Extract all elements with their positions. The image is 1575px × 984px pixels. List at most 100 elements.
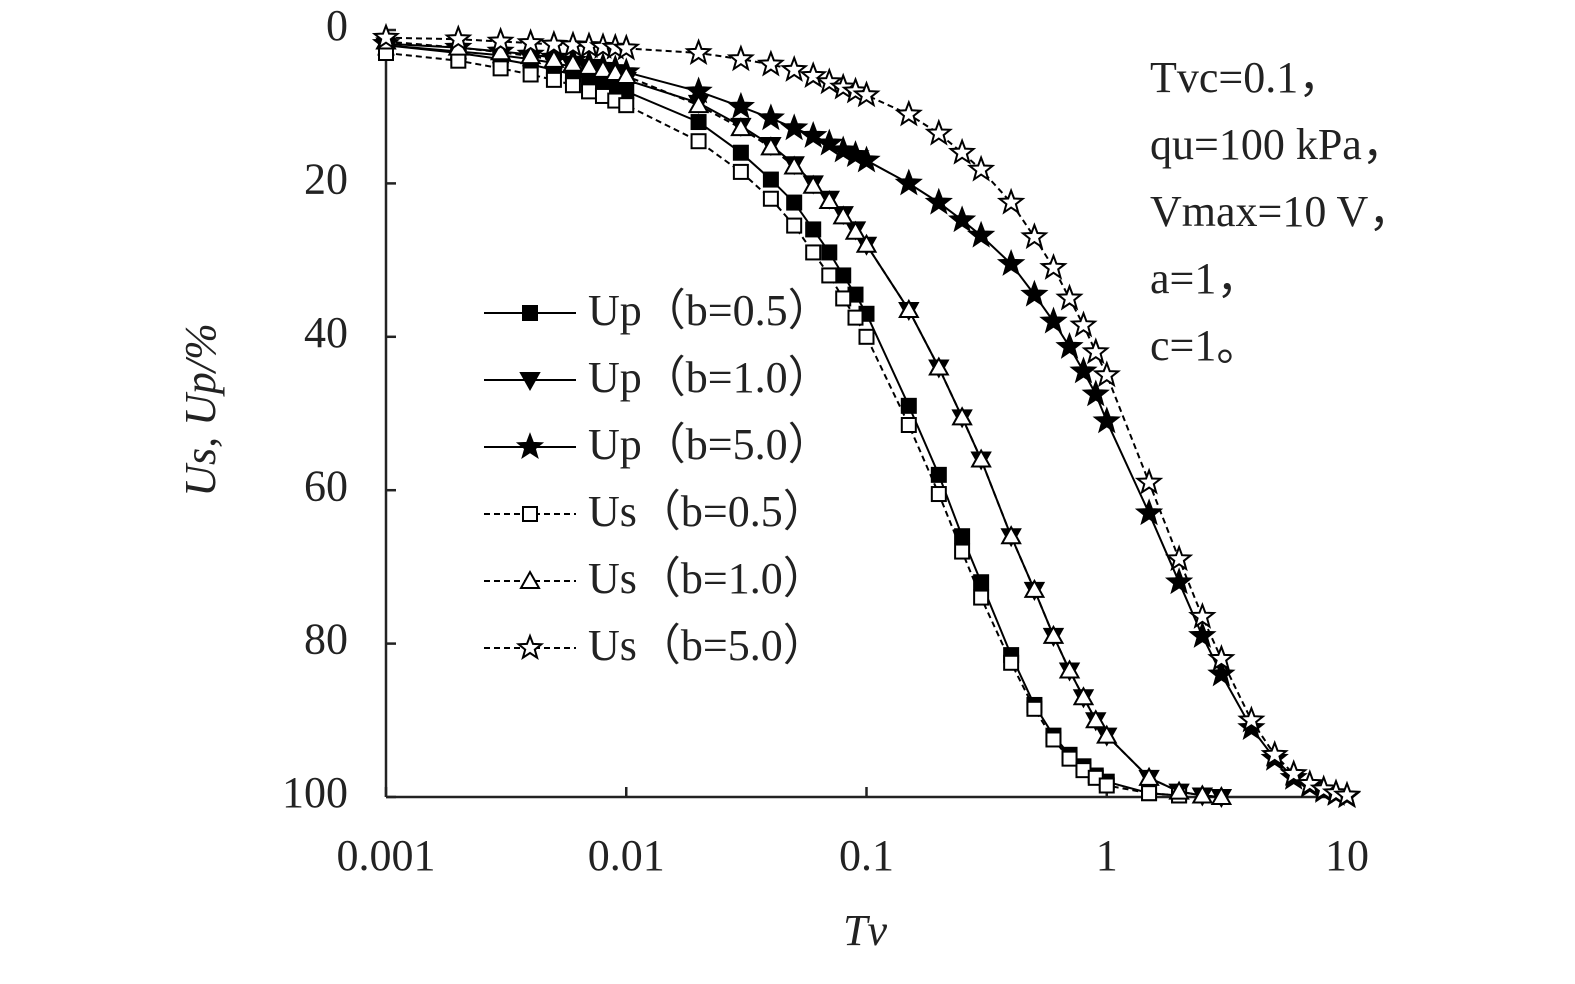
marker xyxy=(966,220,996,248)
marker xyxy=(818,190,840,210)
marker xyxy=(858,328,875,345)
marker xyxy=(1237,705,1266,733)
marker xyxy=(489,41,512,61)
x-tick-label: 1 xyxy=(1096,831,1118,880)
marker xyxy=(756,49,785,77)
marker xyxy=(967,154,996,182)
marker xyxy=(924,118,953,146)
legend-label: Up（b=0.5） xyxy=(588,286,832,335)
marker xyxy=(1081,337,1110,365)
marker xyxy=(545,71,562,88)
marker xyxy=(581,83,598,100)
y-tick-label: 0 xyxy=(326,1,348,50)
marker xyxy=(687,94,710,114)
marker xyxy=(799,120,828,148)
marker xyxy=(604,61,626,81)
marker xyxy=(829,72,858,100)
marker xyxy=(894,168,923,196)
marker xyxy=(835,267,852,284)
legend-label: Up（b=1.0） xyxy=(588,353,832,402)
x-tick-label: 0.001 xyxy=(337,831,436,880)
marker xyxy=(726,91,755,119)
marker xyxy=(1023,578,1046,598)
y-tick-label: 40 xyxy=(304,308,348,357)
marker xyxy=(821,244,838,261)
marker xyxy=(948,137,977,165)
marker xyxy=(618,97,635,114)
x-axis-label: Tv xyxy=(843,906,887,955)
marker xyxy=(762,171,779,188)
marker xyxy=(930,486,947,503)
marker xyxy=(516,28,545,56)
marker xyxy=(1061,750,1078,767)
legend-marker xyxy=(522,305,538,321)
marker xyxy=(852,80,881,108)
marker xyxy=(1081,379,1110,407)
marker xyxy=(1055,331,1084,359)
marker xyxy=(615,64,637,85)
annotation: Vmax=10 V， xyxy=(1150,187,1412,236)
marker xyxy=(1134,467,1164,495)
marker xyxy=(732,163,749,180)
marker xyxy=(492,60,509,77)
marker xyxy=(1164,567,1194,595)
marker xyxy=(1207,644,1236,671)
marker xyxy=(1072,686,1095,706)
marker xyxy=(844,220,867,240)
legend-marker xyxy=(519,569,541,589)
legend-marker xyxy=(519,372,541,392)
y-tick-label: 100 xyxy=(282,768,348,817)
marker xyxy=(519,45,542,65)
marker xyxy=(690,114,707,131)
marker xyxy=(486,26,515,54)
marker xyxy=(1069,310,1098,338)
marker xyxy=(1188,601,1217,629)
marker xyxy=(802,174,824,194)
marker xyxy=(1003,654,1020,671)
marker xyxy=(951,406,973,426)
marker xyxy=(1295,769,1324,797)
marker xyxy=(1000,525,1022,545)
marker xyxy=(821,267,838,284)
marker xyxy=(690,133,707,150)
marker xyxy=(815,67,844,95)
marker xyxy=(1020,222,1049,250)
marker xyxy=(783,155,805,175)
marker xyxy=(835,290,852,307)
marker xyxy=(815,128,844,156)
legend-marker xyxy=(515,432,545,460)
annotation: Tvc=0.1， xyxy=(1150,53,1342,102)
y-tick-label: 20 xyxy=(304,154,348,203)
marker xyxy=(1092,406,1121,434)
marker xyxy=(1096,724,1118,744)
marker xyxy=(450,52,467,69)
marker xyxy=(954,543,971,560)
x-tick-label: 0.01 xyxy=(588,831,665,880)
marker xyxy=(898,298,920,318)
marker xyxy=(1045,731,1062,748)
marker xyxy=(805,221,822,238)
marker xyxy=(973,574,990,591)
marker xyxy=(1026,700,1043,717)
annotation: c=1。 xyxy=(1150,321,1260,370)
marker xyxy=(948,205,977,233)
marker xyxy=(1134,498,1164,526)
marker xyxy=(1332,780,1362,808)
marker xyxy=(996,249,1026,276)
marker xyxy=(730,117,752,137)
marker xyxy=(1039,252,1068,280)
x-tick-label: 10 xyxy=(1325,831,1369,880)
marker xyxy=(1191,784,1214,804)
marker xyxy=(1098,777,1115,794)
marker xyxy=(1141,785,1158,802)
marker xyxy=(1237,713,1266,741)
marker xyxy=(894,99,923,127)
marker xyxy=(996,187,1026,215)
marker xyxy=(1138,766,1160,786)
marker xyxy=(562,52,584,72)
marker xyxy=(1085,709,1107,729)
marker xyxy=(847,309,864,326)
marker xyxy=(786,217,803,234)
marker xyxy=(829,135,858,163)
marker xyxy=(1042,624,1065,644)
